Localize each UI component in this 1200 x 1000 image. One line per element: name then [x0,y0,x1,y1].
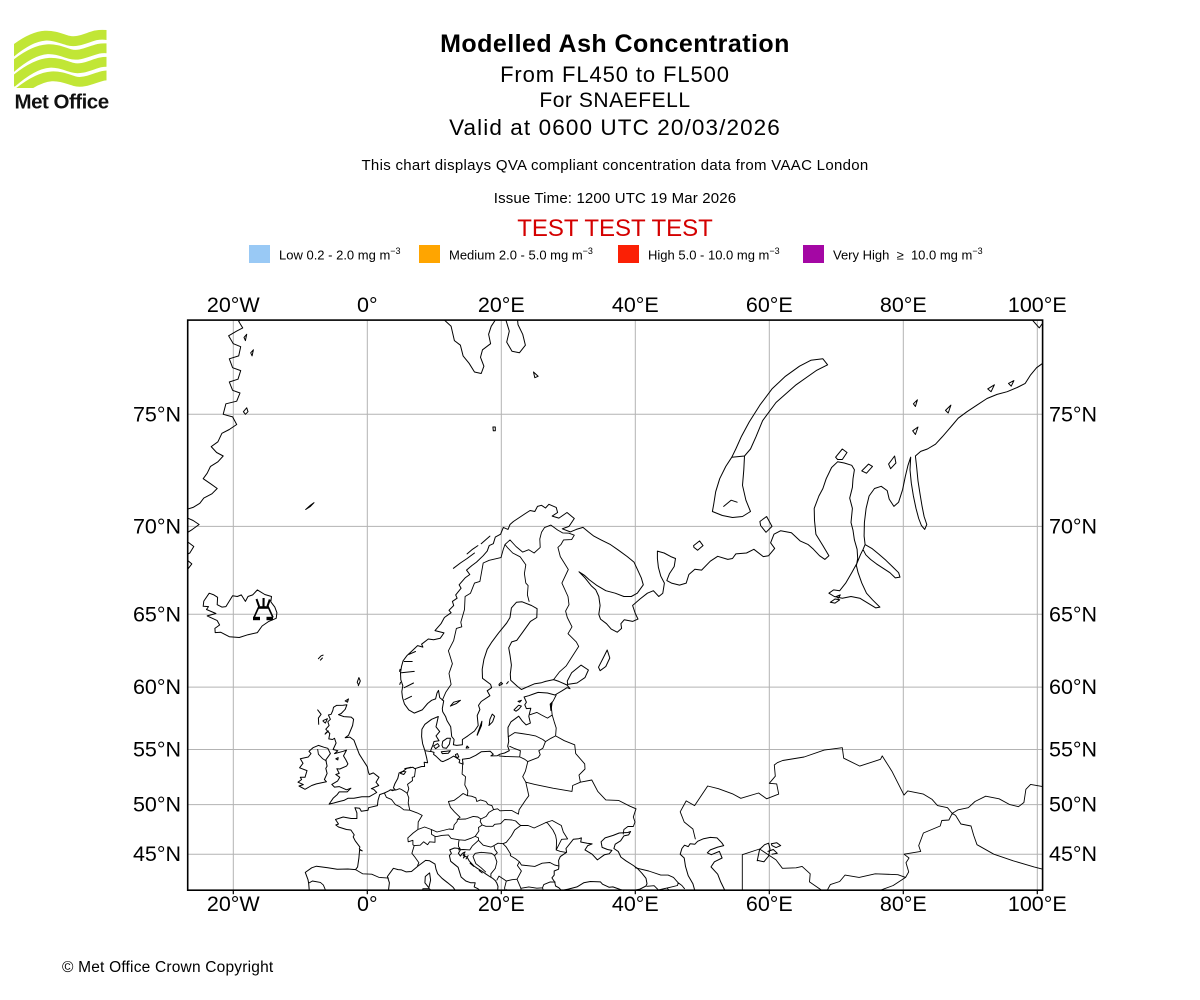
svg-text:45°N: 45°N [1049,842,1097,866]
svg-text:70°N: 70°N [1049,514,1097,538]
svg-text:50°N: 50°N [133,793,181,817]
svg-text:65°N: 65°N [1049,602,1097,626]
svg-text:100°E: 100°E [1008,892,1067,916]
svg-text:45°N: 45°N [133,842,181,866]
svg-text:70°N: 70°N [133,514,181,538]
svg-text:60°N: 60°N [1049,675,1097,699]
svg-text:65°N: 65°N [133,602,181,626]
svg-text:75°N: 75°N [133,402,181,426]
svg-text:55°N: 55°N [133,738,181,762]
svg-text:0°: 0° [357,293,378,317]
svg-text:40°E: 40°E [612,293,659,317]
svg-text:80°E: 80°E [880,293,927,317]
svg-text:50°N: 50°N [1049,793,1097,817]
svg-text:Met Office: Met Office [15,91,109,114]
svg-text:20°W: 20°W [207,892,261,916]
svg-text:40°E: 40°E [612,892,659,916]
svg-text:80°E: 80°E [880,892,927,916]
svg-text:55°N: 55°N [1049,738,1097,762]
svg-text:100°E: 100°E [1008,293,1067,317]
svg-text:20°E: 20°E [478,293,525,317]
svg-text:60°E: 60°E [746,293,793,317]
svg-text:60°N: 60°N [133,675,181,699]
svg-text:75°N: 75°N [1049,402,1097,426]
svg-text:0°: 0° [357,892,378,916]
svg-text:20°W: 20°W [207,293,261,317]
svg-text:60°E: 60°E [746,892,793,916]
svg-text:20°E: 20°E [478,892,525,916]
